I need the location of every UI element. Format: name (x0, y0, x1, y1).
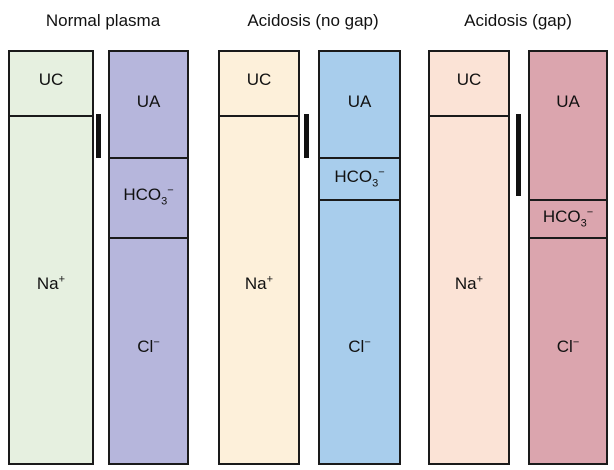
bicarbonate-segment: HCO3− (110, 157, 187, 237)
unmeasured-cation-segment: UC (10, 52, 92, 115)
chloride-segment: Cl− (530, 237, 606, 463)
unmeasured-anion-segment: UA (530, 52, 606, 199)
bicarbonate-label: HCO3− (334, 166, 385, 190)
bicarbonate-label: HCO3− (542, 206, 594, 230)
unmeasured-cation-segment: UC (430, 52, 508, 115)
chloride-label: Cl− (137, 336, 160, 356)
sodium-segment: Na+ (10, 115, 92, 463)
ua-label: UA (136, 92, 161, 111)
sodium-segment: Na+ (430, 115, 508, 463)
unmeasured-cation-segment: UC (220, 52, 298, 115)
panel-title-normal-plasma: Normal plasma (45, 11, 161, 30)
anion-column-acidosis-gap: UA HCO3− Cl− (528, 50, 608, 465)
anion-column-normal-plasma: UA HCO3− Cl− (108, 50, 189, 465)
ua-label: UA (347, 92, 372, 111)
panel-title-acidosis-no-gap: Acidosis (no gap) (247, 11, 379, 30)
cation-column-acidosis-no-gap: UC Na+ (218, 50, 300, 465)
sodium-segment: Na+ (220, 115, 298, 463)
anion-gap-bar-no-gap (304, 114, 309, 158)
anion-gap-bar-gap (516, 114, 521, 196)
chloride-label: Cl− (348, 336, 371, 356)
unmeasured-anion-segment: UA (320, 52, 399, 157)
sodium-label: Na+ (36, 273, 66, 293)
sodium-label: Na+ (244, 273, 274, 293)
cation-column-normal-plasma: UC Na+ (8, 50, 94, 465)
bicarbonate-segment: HCO3− (530, 199, 606, 237)
uc-label: UC (246, 70, 272, 89)
ua-label: UA (556, 92, 580, 111)
uc-label: UC (38, 70, 64, 89)
uc-label: UC (456, 70, 482, 89)
chloride-segment: Cl− (110, 237, 187, 463)
chloride-segment: Cl− (320, 199, 399, 463)
anion-gap-bar-normal (96, 114, 101, 158)
unmeasured-anion-segment: UA (110, 52, 187, 157)
anion-column-acidosis-no-gap: UA HCO3− Cl− (318, 50, 401, 465)
bicarbonate-segment: HCO3− (320, 157, 399, 199)
bicarbonate-label: HCO3− (123, 184, 174, 208)
cation-column-acidosis-gap: UC Na+ (428, 50, 510, 465)
sodium-label: Na+ (454, 273, 484, 293)
panel-title-acidosis-gap: Acidosis (gap) (464, 11, 572, 30)
chloride-label: Cl− (556, 336, 580, 356)
